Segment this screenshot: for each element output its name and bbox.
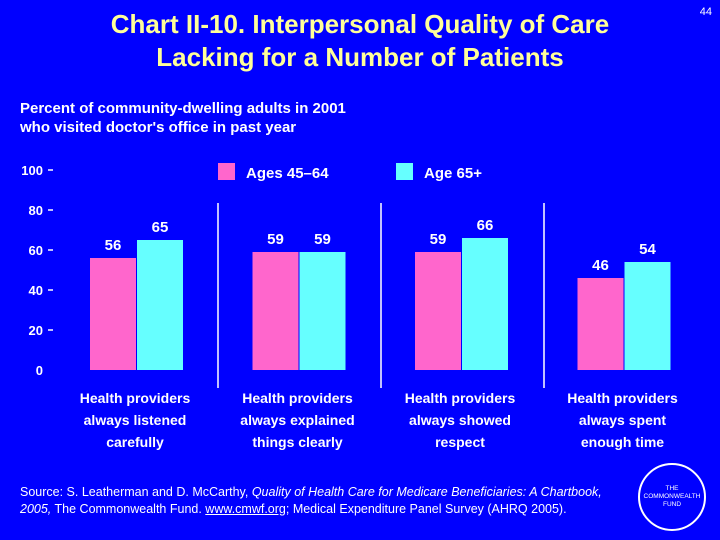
data-label: 46: [592, 257, 609, 274]
source-suffix: ; Medical Expenditure Panel Survey (AHRQ…: [285, 502, 567, 516]
bar-ages-45-64: [252, 252, 299, 370]
category-label: respect: [435, 434, 485, 450]
chart-subtitle: Percent of community-dwelling adults in …: [20, 99, 480, 137]
category-label: always explained: [240, 412, 354, 428]
title-line-1: Chart II-10. Interpersonal Quality of Ca…: [110, 9, 610, 39]
logo-line-1: THE: [665, 485, 679, 492]
y-tick-label: 80: [29, 203, 43, 218]
data-label: 56: [105, 237, 122, 254]
source-note: Source: S. Leatherman and D. McCarthy, Q…: [20, 484, 610, 518]
title-line-2: Lacking for a Number of Patients: [156, 42, 564, 72]
y-tick-label: 40: [29, 283, 43, 298]
category-label: Health providers: [567, 390, 678, 406]
bar-ages-45-64: [415, 252, 461, 370]
data-label: 65: [152, 219, 169, 236]
commonwealth-fund-logo: THE COMMONWEALTH FUND: [638, 463, 706, 531]
data-label: 66: [477, 217, 494, 234]
logo-line-2: COMMONWEALTH: [643, 493, 701, 500]
y-tick-label: 60: [29, 243, 43, 258]
y-tick-label: 0: [36, 363, 43, 378]
bar-chart: 100 80 60 40 20 0 56 65 Health providers always l…: [21, 163, 678, 450]
data-label: 54: [639, 241, 656, 258]
legend-swatch: [218, 163, 235, 180]
bar-age-65-plus: [462, 238, 508, 370]
subtitle-line-1: Percent of community-dwelling adults in …: [20, 100, 346, 117]
bar-age-65-plus: [299, 252, 346, 370]
category-label: enough time: [581, 434, 664, 450]
category-label: always spent: [579, 412, 666, 428]
chart-title: Chart II-10. Interpersonal Quality of Ca…: [30, 8, 690, 74]
bar-ages-45-64: [90, 258, 136, 370]
y-tick-label: 20: [29, 323, 43, 338]
bar-ages-45-64: [577, 278, 624, 370]
data-label: 59: [430, 231, 447, 248]
category-label: Health providers: [405, 390, 516, 406]
source-middle: The Commonwealth Fund.: [51, 502, 206, 516]
category-label: always showed: [409, 412, 511, 428]
category-label: always listened: [84, 412, 187, 428]
category-label: things clearly: [252, 434, 342, 450]
source-link[interactable]: www.cmwf.org: [205, 502, 286, 516]
bar-age-65-plus: [137, 240, 183, 370]
legend-label: Ages 45–64: [246, 165, 329, 182]
data-label: 59: [267, 231, 284, 248]
source-prefix: Source: S. Leatherman and D. McCarthy,: [20, 485, 252, 499]
source-italic: Quality of Health Care for Medicare Bene…: [20, 485, 602, 516]
logo-line-3: FUND: [662, 501, 682, 508]
category-label: Health providers: [242, 390, 353, 406]
subtitle-line-2: who visited doctor's office in past year: [20, 119, 297, 136]
legend-label: Age 65+: [424, 165, 482, 182]
data-label: 59: [314, 231, 331, 248]
category-label: carefully: [106, 434, 164, 450]
legend-swatch: [396, 163, 413, 180]
y-tick-label: 100: [21, 163, 43, 178]
bar-age-65-plus: [624, 262, 671, 370]
slide-number: 44: [699, 6, 712, 18]
category-label: Health providers: [80, 390, 191, 406]
